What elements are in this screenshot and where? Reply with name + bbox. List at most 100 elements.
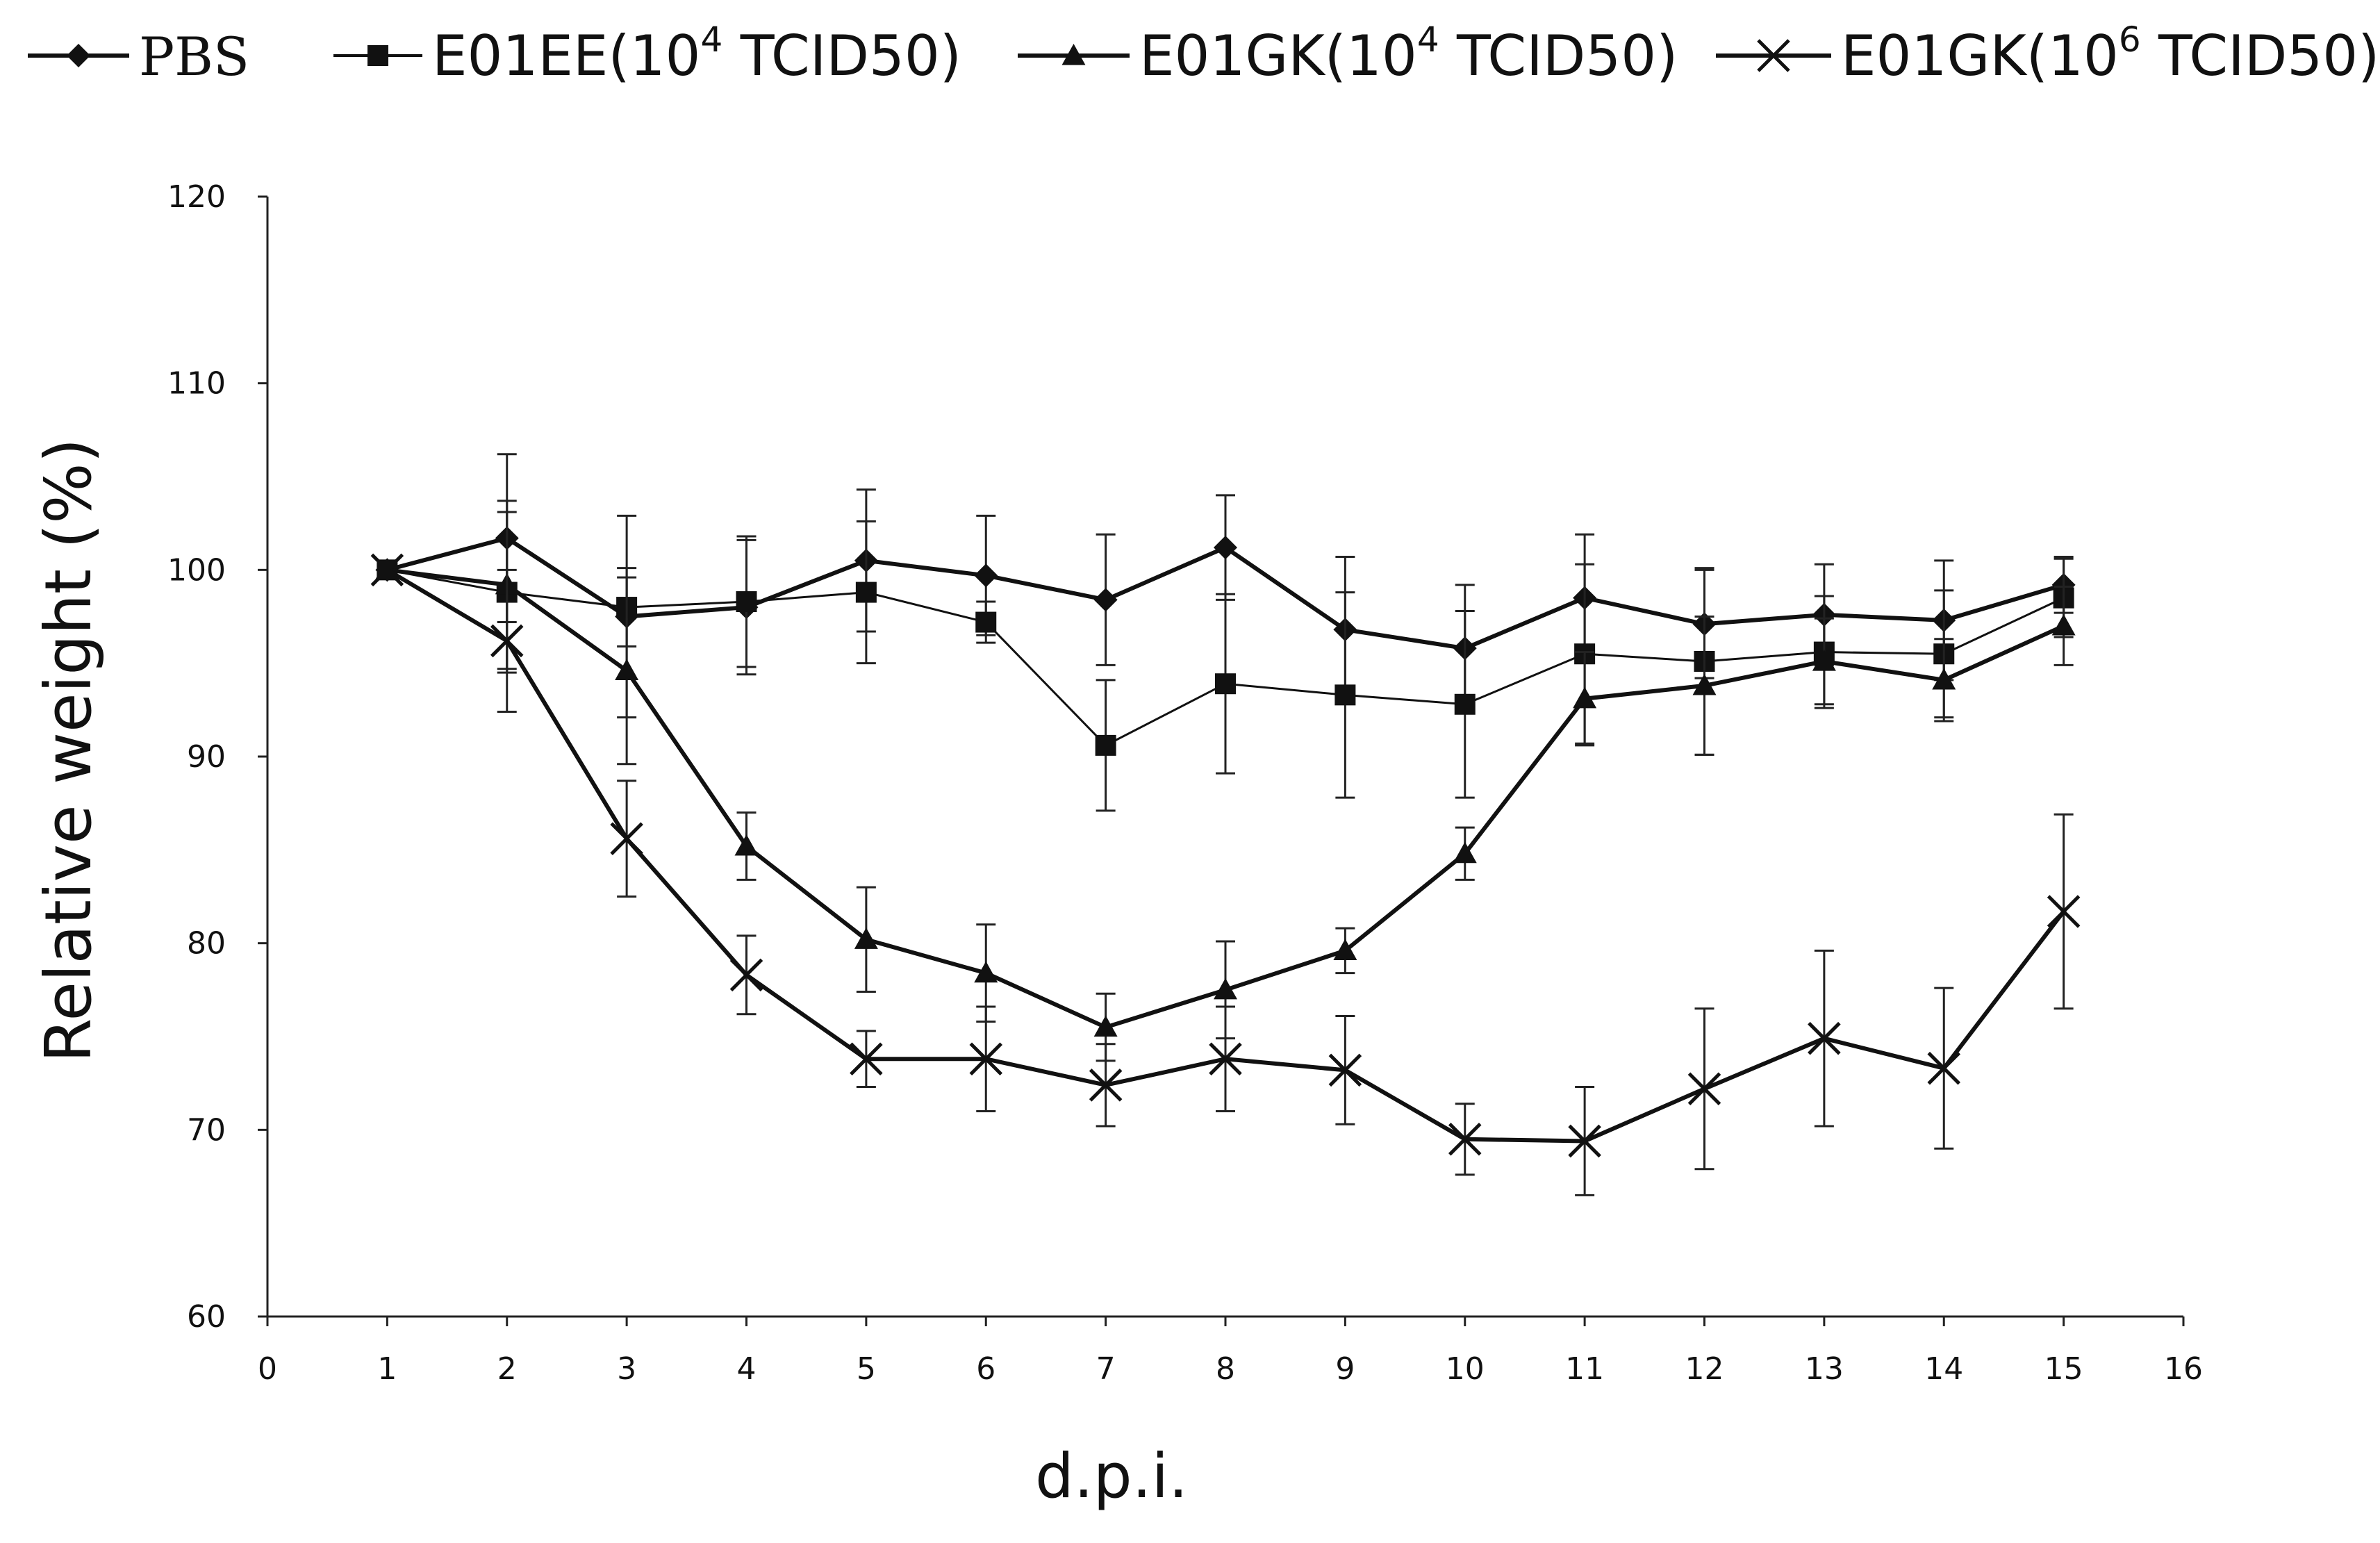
data-point	[370, 553, 404, 587]
data-point	[1209, 1042, 1242, 1076]
y-tick-label: 90	[187, 739, 226, 775]
x-tick-label: 3	[617, 1351, 636, 1387]
marker-stroke	[1568, 1124, 1601, 1158]
data-point	[1448, 1122, 1482, 1156]
data-point	[974, 563, 998, 588]
data-point	[1095, 734, 1116, 756]
marker-stroke	[370, 553, 404, 587]
marker-stroke	[1328, 1053, 1362, 1087]
data-point	[1333, 939, 1357, 961]
x-tick-label: 9	[1335, 1351, 1355, 1387]
data-point	[1932, 668, 1956, 690]
legend-marker	[1757, 39, 1790, 72]
marker-stroke	[1089, 1068, 1123, 1102]
x-tick-label: 11	[1565, 1351, 1604, 1387]
y-tick-label: 110	[167, 366, 226, 402]
legend-label-superscript: 4	[1417, 19, 1439, 60]
data-point	[2047, 895, 2081, 928]
marker-stroke	[729, 958, 763, 992]
y-axis-title: Relative weight (%)	[31, 438, 106, 1063]
legend-label-tail: TCID50)	[1439, 24, 1678, 88]
x-axis-ticks: 0 1 2 3 4 5 6 7 8 9 10 11 12 13 14 15 16	[258, 1317, 2203, 1387]
data-point	[1334, 684, 1356, 706]
legend-label-main: PBS	[139, 26, 249, 88]
data-point	[615, 659, 639, 681]
x-tick-label: 6	[976, 1351, 995, 1387]
series-layer	[370, 453, 2081, 1196]
data-point	[1214, 977, 1237, 1000]
marker-stroke	[1808, 1021, 1841, 1055]
data-point	[1687, 1072, 1721, 1105]
marker-stroke	[1757, 39, 1790, 72]
x-tick-label: 1	[377, 1351, 397, 1387]
data-point	[1453, 841, 1477, 864]
data-point	[1093, 588, 1118, 612]
x-tick-label: 15	[2044, 1351, 2083, 1387]
data-point	[610, 822, 643, 855]
x-tick-label: 8	[1216, 1351, 1235, 1387]
y-tick-label: 60	[187, 1299, 226, 1335]
legend-item: E01GK(106 TCID50)	[1716, 19, 2379, 88]
data-point	[974, 961, 998, 983]
data-point	[729, 958, 763, 992]
y-tick-label: 100	[167, 552, 226, 588]
marker-stroke	[2047, 895, 2081, 928]
legend-marker	[367, 45, 388, 66]
data-point	[736, 591, 757, 613]
legend-label: E01GK(106 TCID50)	[1841, 19, 2379, 88]
legend-label-tail: TCID50)	[722, 24, 961, 88]
legend-item: PBS	[28, 26, 249, 88]
data-point	[855, 581, 877, 603]
legend-item: E01EE(104 TCID50)	[333, 19, 961, 88]
data-point	[2051, 613, 2076, 636]
x-tick-label: 2	[497, 1351, 517, 1387]
marker-stroke	[490, 624, 524, 658]
y-axis-ticks: 60 70 80 90 100 110 120	[167, 179, 267, 1335]
data-point	[1215, 673, 1236, 695]
marker-stroke	[850, 1042, 883, 1076]
data-point	[1214, 536, 1237, 560]
data-point	[1573, 686, 1597, 709]
legend-label-superscript: 4	[700, 19, 722, 60]
x-tick-label: 14	[1924, 1351, 1963, 1387]
x-tick-label: 10	[1446, 1351, 1485, 1387]
legend-label: E01EE(104 TCID50)	[432, 19, 961, 88]
data-point	[1093, 1015, 1118, 1037]
data-point	[1808, 1021, 1841, 1055]
data-point	[1568, 1124, 1601, 1158]
marker-stroke	[1209, 1042, 1242, 1076]
legend-label-main: E01EE(10	[432, 24, 700, 88]
legend-marker	[67, 44, 90, 67]
y-tick-label: 120	[167, 179, 226, 215]
data-point	[1812, 649, 1836, 671]
x-tick-label: 16	[2164, 1351, 2203, 1387]
data-point	[1089, 1068, 1123, 1102]
x-tick-label: 0	[258, 1351, 277, 1387]
y-tick-label: 80	[187, 926, 226, 962]
data-point	[1328, 1053, 1362, 1087]
marker-stroke	[1687, 1072, 1721, 1105]
legend-label: PBS	[139, 26, 249, 88]
marker-stroke	[610, 822, 643, 855]
legend-item: E01GK(104 TCID50)	[1018, 19, 1678, 88]
marker-stroke	[969, 1042, 1003, 1076]
x-tick-label: 13	[1805, 1351, 1844, 1387]
marker-stroke	[1927, 1051, 1961, 1085]
series-x	[370, 553, 2081, 1196]
x-tick-label: 5	[857, 1351, 876, 1387]
data-point	[490, 624, 524, 658]
legend-label-tail: TCID50)	[2141, 24, 2380, 88]
data-point	[969, 1042, 1003, 1076]
data-point	[975, 611, 997, 633]
legend-label-superscript: 6	[2119, 19, 2141, 60]
legend-label: E01GK(104 TCID50)	[1139, 19, 1678, 88]
data-point	[1454, 693, 1476, 715]
data-point	[854, 927, 878, 949]
data-point	[1927, 1051, 1961, 1085]
y-tick-label: 70	[187, 1112, 226, 1148]
x-tick-label: 12	[1685, 1351, 1724, 1387]
legend-marker	[1061, 44, 1086, 65]
